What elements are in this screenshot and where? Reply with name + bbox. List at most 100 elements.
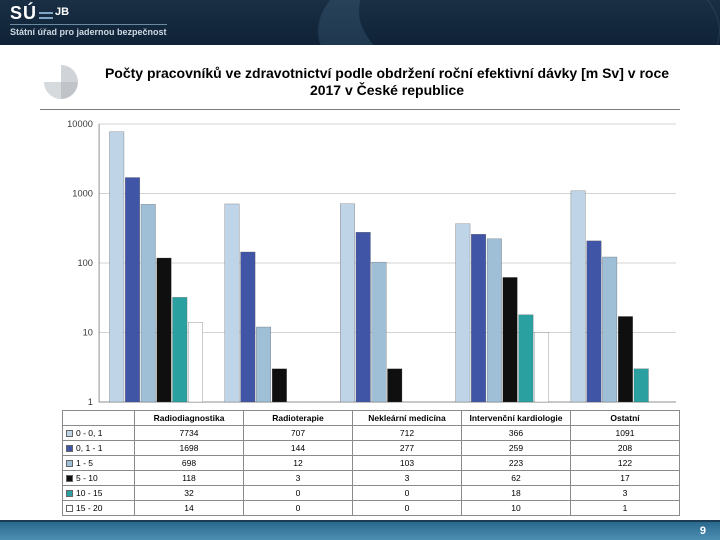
- bar: [241, 252, 256, 402]
- data-cell: 0: [353, 501, 462, 516]
- series-label-cell: 15 - 20: [63, 501, 135, 516]
- bar: [225, 204, 240, 402]
- data-cell: 14: [135, 501, 244, 516]
- svg-text:1000: 1000: [72, 189, 93, 199]
- table-corner: [63, 411, 135, 426]
- dose-data-table: RadiodiagnostikaRadioterapieNekleární me…: [62, 410, 680, 516]
- data-cell: 103: [353, 456, 462, 471]
- bar: [571, 191, 586, 402]
- series-label: 1 - 5: [76, 458, 93, 468]
- series-label-cell: 1 - 5: [63, 456, 135, 471]
- data-cell: 10: [462, 501, 571, 516]
- series-label: 5 - 10: [76, 473, 98, 483]
- series-label-cell: 5 - 10: [63, 471, 135, 486]
- data-cell: 12: [244, 456, 353, 471]
- data-cell: 208: [571, 441, 680, 456]
- logo-abbr-left: SÚ: [10, 3, 37, 23]
- bar: [587, 241, 602, 402]
- table-row: 1 - 569812103223122: [63, 456, 680, 471]
- svg-text:10: 10: [83, 328, 93, 338]
- svg-text:100: 100: [77, 258, 92, 268]
- bar: [503, 277, 518, 402]
- data-cell: 707: [244, 426, 353, 441]
- bar: [188, 322, 203, 402]
- series-label-cell: 0, 1 - 1: [63, 441, 135, 456]
- series-label-cell: 0 - 0, 1: [63, 426, 135, 441]
- data-cell: 7734: [135, 426, 244, 441]
- data-cell: 118: [135, 471, 244, 486]
- slide-title: Počty pracovníků ve zdravotnictví podle …: [94, 65, 680, 100]
- bar: [456, 224, 471, 402]
- table-row: 15 - 201400101: [63, 501, 680, 516]
- bar: [340, 204, 355, 402]
- org-header: SÚ JB Státní úřad pro jadernou bezpečnost: [0, 0, 720, 45]
- legend-swatch: [66, 490, 73, 497]
- bar: [487, 239, 502, 402]
- series-label: 15 - 20: [76, 503, 102, 513]
- data-cell: 3: [244, 471, 353, 486]
- data-cell: 1: [571, 501, 680, 516]
- slide-bullet-icon: [40, 63, 86, 101]
- page-number: 9: [700, 525, 706, 537]
- table-row: 10 - 153200183: [63, 486, 680, 501]
- column-header: Intervenční kardiologie: [462, 411, 571, 426]
- data-cell: 32: [135, 486, 244, 501]
- data-cell: 223: [462, 456, 571, 471]
- logo-abbr-right: JB: [55, 6, 69, 18]
- bar: [173, 297, 188, 402]
- table-row: 0 - 0, 1 77347077123661091: [63, 426, 680, 441]
- data-cell: 0: [244, 486, 353, 501]
- legend-swatch: [66, 460, 73, 467]
- bar: [125, 178, 140, 402]
- title-underline: [40, 109, 680, 110]
- bar: [618, 316, 633, 402]
- bar: [519, 315, 534, 402]
- column-header: Radiodiagnostika: [135, 411, 244, 426]
- bar: [372, 262, 387, 402]
- data-cell: 712: [353, 426, 462, 441]
- data-cell: 259: [462, 441, 571, 456]
- data-cell: 17: [571, 471, 680, 486]
- legend-swatch: [66, 505, 73, 512]
- column-header: Nekleární medicína: [353, 411, 462, 426]
- data-cell: 277: [353, 441, 462, 456]
- data-cell: 0: [353, 486, 462, 501]
- bar: [602, 257, 617, 402]
- series-label: 10 - 15: [76, 488, 102, 498]
- org-full-name: Státní úřad pro jadernou bezpečnost: [10, 24, 167, 37]
- series-label: 0 - 0, 1: [76, 428, 102, 438]
- data-cell: 3: [571, 486, 680, 501]
- series-label: 0, 1 - 1: [76, 443, 102, 453]
- bar: [157, 258, 172, 402]
- data-cell: 18: [462, 486, 571, 501]
- column-header: Ostatní: [571, 411, 680, 426]
- table-row: 5 - 10118336217: [63, 471, 680, 486]
- legend-swatch: [66, 430, 73, 437]
- bar: [141, 204, 156, 402]
- bar: [109, 132, 124, 402]
- data-cell: 366: [462, 426, 571, 441]
- series-label-cell: 10 - 15: [63, 486, 135, 501]
- slide-title-row: Počty pracovníků ve zdravotnictví podle …: [0, 45, 720, 107]
- bar: [471, 234, 486, 402]
- dose-chart: 1 10 100 1000 10000: [62, 118, 680, 408]
- legend-swatch: [66, 475, 73, 482]
- data-cell: 1091: [571, 426, 680, 441]
- data-cell: 144: [244, 441, 353, 456]
- data-cell: 62: [462, 471, 571, 486]
- column-header: Radioterapie: [244, 411, 353, 426]
- data-cell: 1698: [135, 441, 244, 456]
- bar: [272, 369, 287, 402]
- svg-text:10000: 10000: [67, 119, 93, 129]
- bar: [356, 232, 371, 402]
- svg-text:1: 1: [88, 397, 93, 407]
- data-cell: 0: [244, 501, 353, 516]
- bar: [634, 369, 649, 402]
- legend-swatch: [66, 445, 73, 452]
- bar: [256, 327, 271, 402]
- slide-footer: 9: [0, 520, 720, 540]
- data-cell: 3: [353, 471, 462, 486]
- bar: [387, 369, 402, 402]
- bar: [534, 333, 549, 403]
- table-row: 0, 1 - 1 1698144277259208: [63, 441, 680, 456]
